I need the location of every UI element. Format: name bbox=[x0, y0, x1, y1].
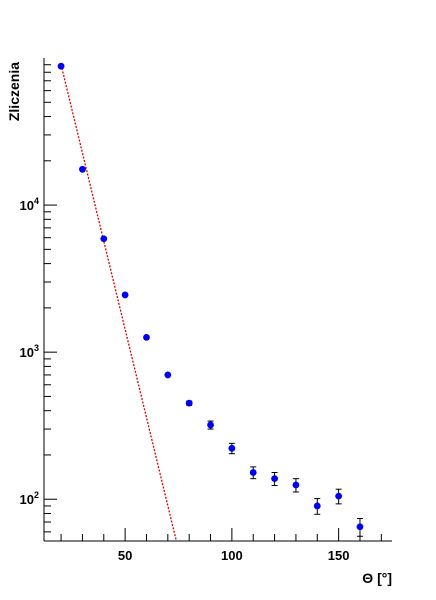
data-point bbox=[185, 399, 193, 407]
data-point bbox=[249, 469, 257, 476]
data-point bbox=[207, 421, 214, 429]
data-point bbox=[164, 371, 172, 379]
x-tick-label: 100 bbox=[221, 548, 243, 563]
data-point bbox=[335, 492, 343, 500]
y-axis-ticks: 102 103 104 bbox=[20, 64, 57, 533]
data-point bbox=[100, 235, 108, 243]
x-axis-label: Θ [°] bbox=[362, 570, 392, 586]
y-axis-label: Zliczenia bbox=[6, 62, 22, 121]
data-point bbox=[121, 291, 129, 299]
data-point bbox=[356, 523, 364, 531]
data-point bbox=[228, 444, 236, 452]
x-tick-label: 150 bbox=[328, 548, 350, 563]
y-tick-label: 102 bbox=[20, 490, 39, 507]
y-tick-label: 104 bbox=[20, 196, 39, 213]
x-axis-ticks: 50 100 150 bbox=[60, 528, 382, 563]
data-point bbox=[143, 333, 150, 341]
data-point bbox=[57, 62, 65, 70]
fit-line-group bbox=[60, 64, 177, 542]
y-tick-label: 103 bbox=[20, 343, 39, 360]
data-points-group bbox=[57, 62, 364, 537]
fit-line bbox=[60, 64, 177, 542]
data-point bbox=[271, 475, 278, 483]
axes-frame bbox=[43, 58, 392, 542]
data-point bbox=[292, 481, 300, 489]
data-point bbox=[313, 502, 321, 510]
data-point bbox=[79, 165, 86, 173]
x-tick-label: 50 bbox=[118, 548, 132, 563]
